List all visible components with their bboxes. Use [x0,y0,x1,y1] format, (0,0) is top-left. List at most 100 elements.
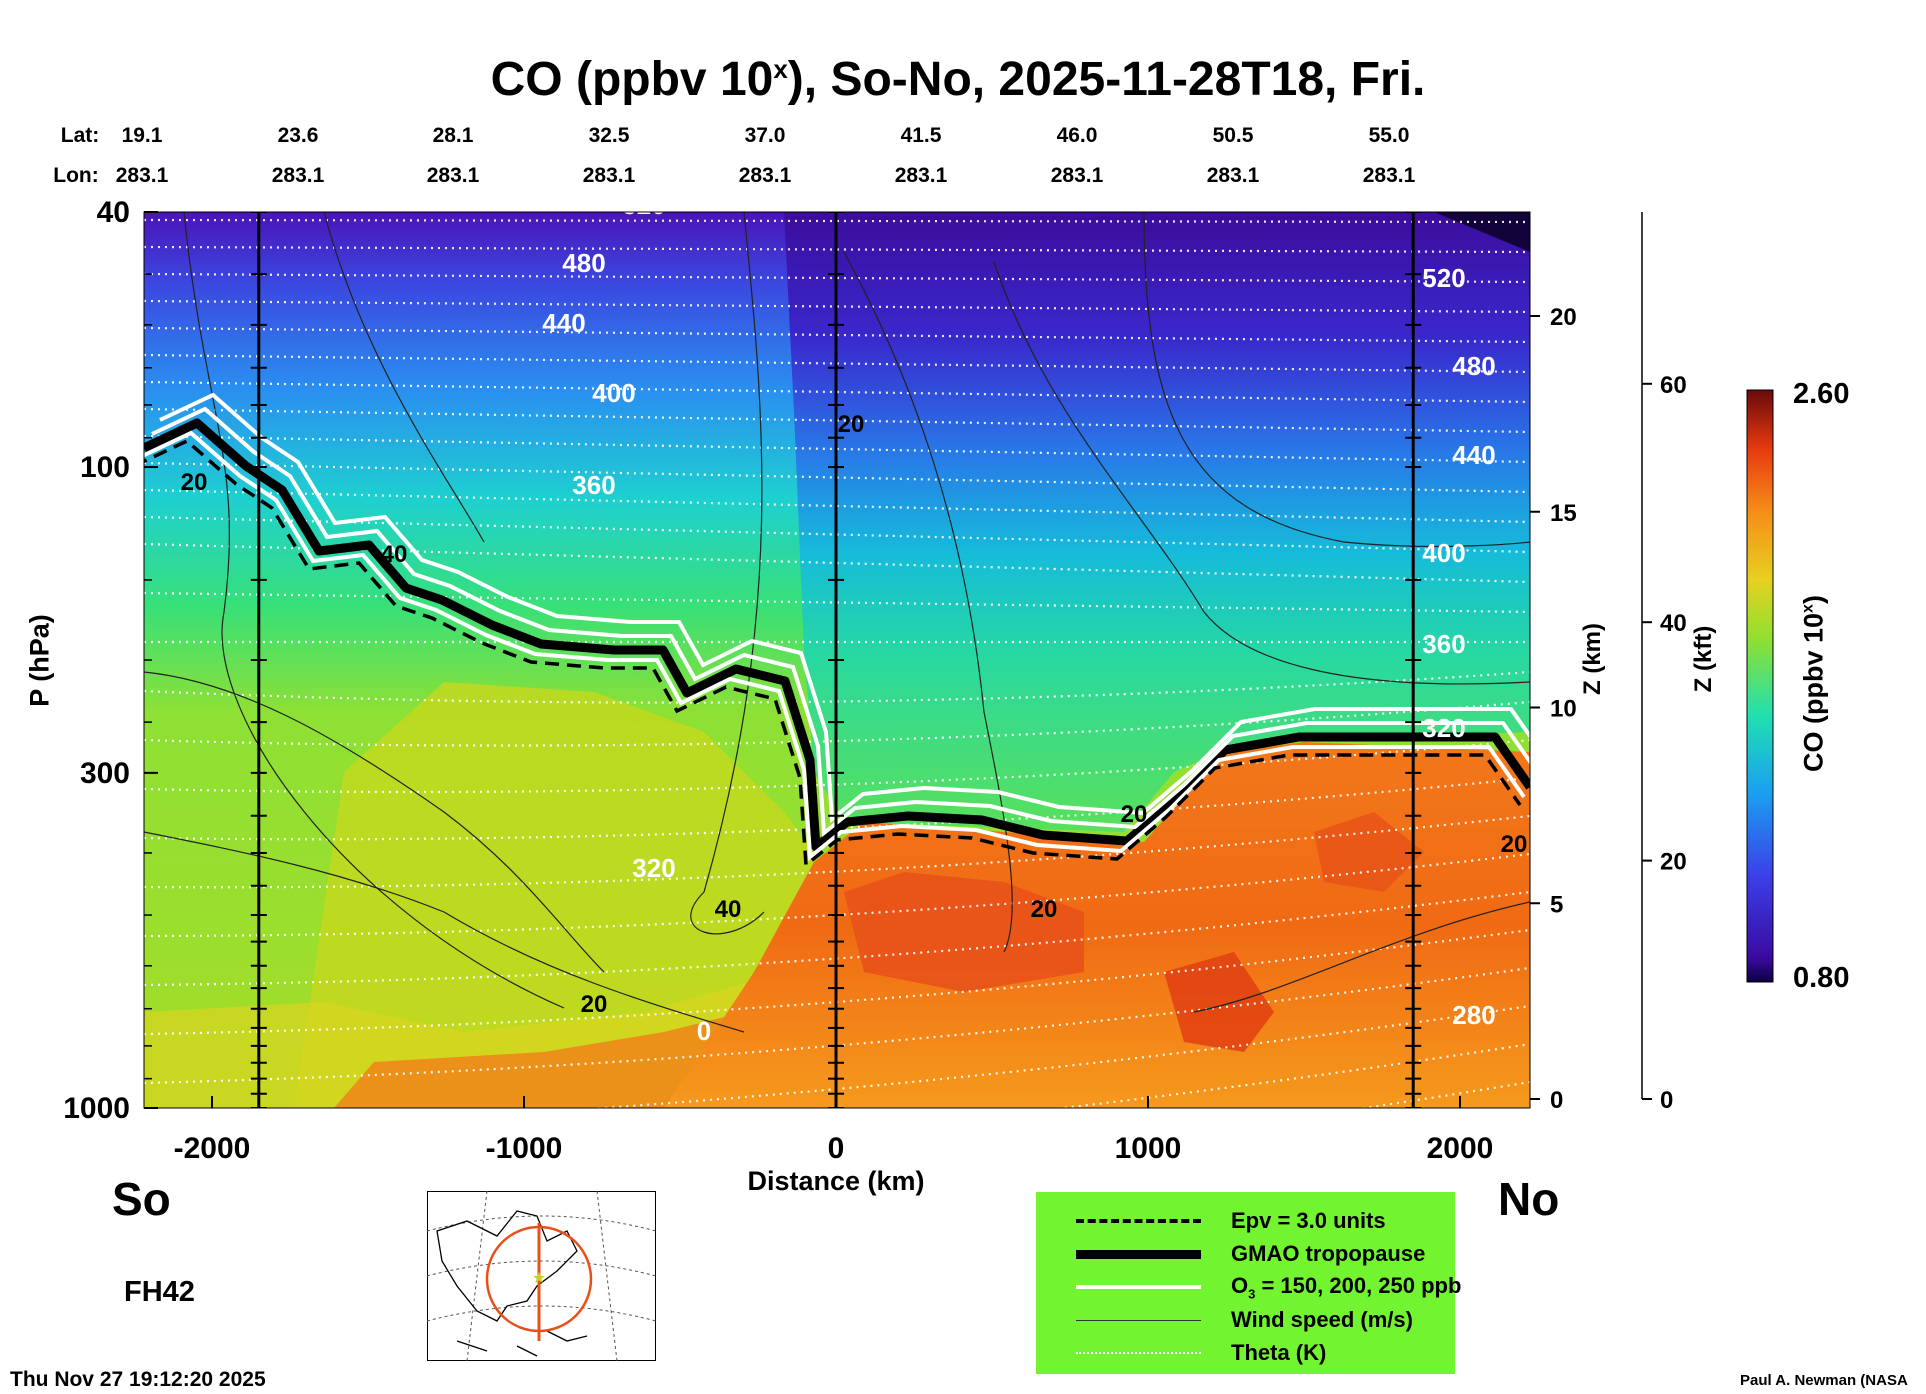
x-tick-label: -1000 [486,1132,563,1165]
lat-value: 28.1 [432,124,474,147]
lat-value: 55.0 [1368,124,1410,147]
y-tick-label: 40 [97,196,130,229]
lat-value: 50.5 [1212,124,1254,147]
wind-contour [1193,901,1530,1013]
y-tick-label: 100 [80,451,130,484]
z-km-tick-label: 5 [1550,891,1563,918]
theta-label: 320 [632,853,675,883]
wind-contour [843,251,1013,953]
map-inset: ★ [427,1191,656,1361]
lon-value: 283.1 [115,164,169,187]
wind-label: 40 [381,541,408,568]
theta-label: 520 [622,190,665,220]
z-km-tick-label: 0 [1550,1087,1563,1114]
theta-label: 0 [697,1016,711,1046]
z-km-tick-label: 15 [1550,500,1577,527]
wind-label: 20 [838,411,865,438]
o3-250-line [144,430,1526,861]
co-field-dark-corner [1434,212,1530,252]
wind-contour [690,212,765,935]
y-tick-label: 1000 [63,1092,130,1125]
x-axis-label: Distance (km) [747,1166,925,1196]
x-tick-label: 2000 [1427,1132,1494,1165]
theta-label: 360 [1422,629,1465,659]
section-lines [250,212,1422,1108]
svg-text:★: ★ [532,1270,546,1287]
colorbar-label: CO (ppbv 10x) [1798,595,1829,772]
wind-contour [1143,212,1530,548]
y-axis-label: P (hPa) [24,614,55,707]
wind-contour [323,212,485,543]
wind-contour [183,212,565,1009]
lon-value: 283.1 [1362,164,1416,187]
chart-title: CO (ppbv 10x), So-No, 2025-11-28T18, Fri… [490,53,1426,106]
lon-value: 283.1 [1050,164,1104,187]
lon-value: 283.1 [894,164,948,187]
wind-contour [144,671,605,973]
theta-label: 480 [562,248,605,278]
co-field-red-patch-1 [844,872,1084,992]
lon-value: 283.1 [582,164,636,187]
co-field-north-upper [784,212,1530,832]
lon-value: 283.1 [271,164,325,187]
theta-label: 440 [542,308,585,338]
lat-value: 41.5 [900,124,942,147]
colorbar [1746,389,1774,983]
legend: Epv = 3.0 units GMAO tropopause O3 = 150… [1036,1192,1461,1374]
o3-200-line [159,392,1530,823]
theta-label: 400 [1422,538,1465,568]
z-kft-tick-label: 20 [1660,849,1687,876]
wind-label: 40 [715,896,742,923]
co-field-orange-north [664,742,1530,1108]
z-kft-tick-label: 0 [1660,1087,1673,1114]
x-tick-label: 0 [828,1132,845,1165]
theta-label: 440 [1452,440,1495,470]
theta-label: 480 [1452,351,1495,381]
lat-value: 23.6 [277,124,319,147]
lon-value: 283.1 [426,164,480,187]
wind-label: 20 [1501,831,1528,858]
wind-contour [144,831,745,1033]
theta-label: 320 [1422,713,1465,743]
wind-label: 20 [1031,896,1058,923]
legend-item-theta: Theta (K) [1076,1338,1326,1368]
z-km-tick-label: 20 [1550,304,1577,331]
legend-item-o3: O3 = 150, 200, 250 ppb [1076,1272,1461,1302]
lon-label: Lon: [53,164,99,187]
legend-item-wind: Wind speed (m/s) [1076,1305,1413,1335]
forecast-hour: FH42 [124,1276,195,1308]
y-tick-label: 300 [80,757,130,790]
south-label: So [112,1173,171,1225]
wind-label: 20 [1121,801,1148,828]
wind-label: 20 [581,991,608,1018]
x-tick-label: -2000 [174,1132,251,1165]
lat-value: 19.1 [121,124,163,147]
theta-label: 400 [592,378,635,408]
credit: Paul A. Newman (NASA [1740,1372,1908,1389]
legend-item-epv: Epv = 3.0 units [1076,1206,1386,1236]
colorbar-max-label: 2.60 [1793,378,1850,410]
north-label: No [1498,1173,1560,1225]
z-kft-tick-label: 40 [1660,610,1687,637]
co-cross-section-plot: 5204804404003603205204804404003603202800… [63,190,1686,1165]
coastline [436,1210,588,1357]
colorbar-min-label: 0.80 [1793,962,1850,994]
theta-line [1053,1042,1530,1108]
theta-label: 280 [1452,1000,1495,1030]
x-tick-label: 1000 [1115,1132,1182,1165]
lon-value: 283.1 [738,164,792,187]
contour-labels: 520 480 440 400 360 320 520 480 440 400 360 320 280 0… [181,190,1528,1046]
o3-150-line [151,406,1530,837]
z-km-tick-label: 10 [1550,696,1577,723]
z-km-label: Z (km) [1579,623,1606,695]
theta-label: 520 [1422,263,1465,293]
lat-value: 37.0 [744,124,786,147]
lon-value: 283.1 [1206,164,1260,187]
co-field-red-patch-2 [1164,952,1274,1052]
lat-label: Lat: [60,124,100,147]
wind-label: 20 [181,469,208,496]
co-field-red-patch-3 [1314,812,1424,892]
theta-label: 360 [572,470,615,500]
